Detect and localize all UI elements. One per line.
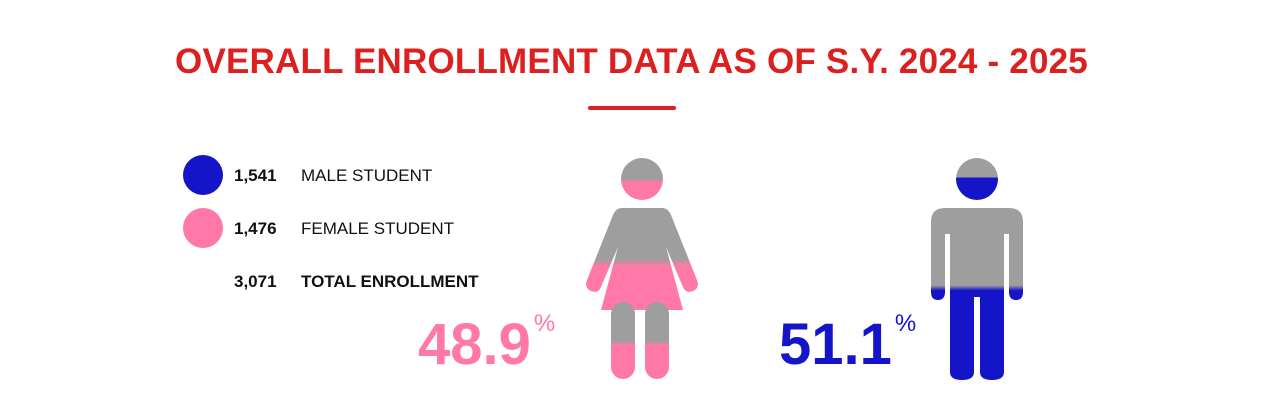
female-percentage-symbol: % [533, 310, 556, 337]
female-percentage: 48.9% [418, 312, 555, 374]
male-percentage-symbol: % [894, 310, 917, 337]
male-percentage: 51.1% [779, 312, 916, 374]
male-label: MALE STUDENT [301, 166, 433, 185]
female-percentage-value: 48.9 [418, 312, 531, 377]
title-underline [588, 106, 676, 110]
page-title: OVERALL ENROLLMENT DATA AS OF S.Y. 2024 … [175, 42, 1088, 81]
male-figure-icon [931, 158, 1023, 380]
female-figure-icon [586, 158, 698, 379]
male-count: 1,541 [234, 166, 277, 185]
total-count: 3,071 [234, 272, 277, 291]
total-label: TOTAL ENROLLMENT [301, 272, 479, 291]
male-percentage-value: 51.1 [779, 312, 892, 377]
female-label: FEMALE STUDENT [301, 219, 455, 238]
female-count: 1,476 [234, 219, 277, 238]
female-swatch [183, 208, 223, 248]
male-swatch [183, 155, 223, 195]
